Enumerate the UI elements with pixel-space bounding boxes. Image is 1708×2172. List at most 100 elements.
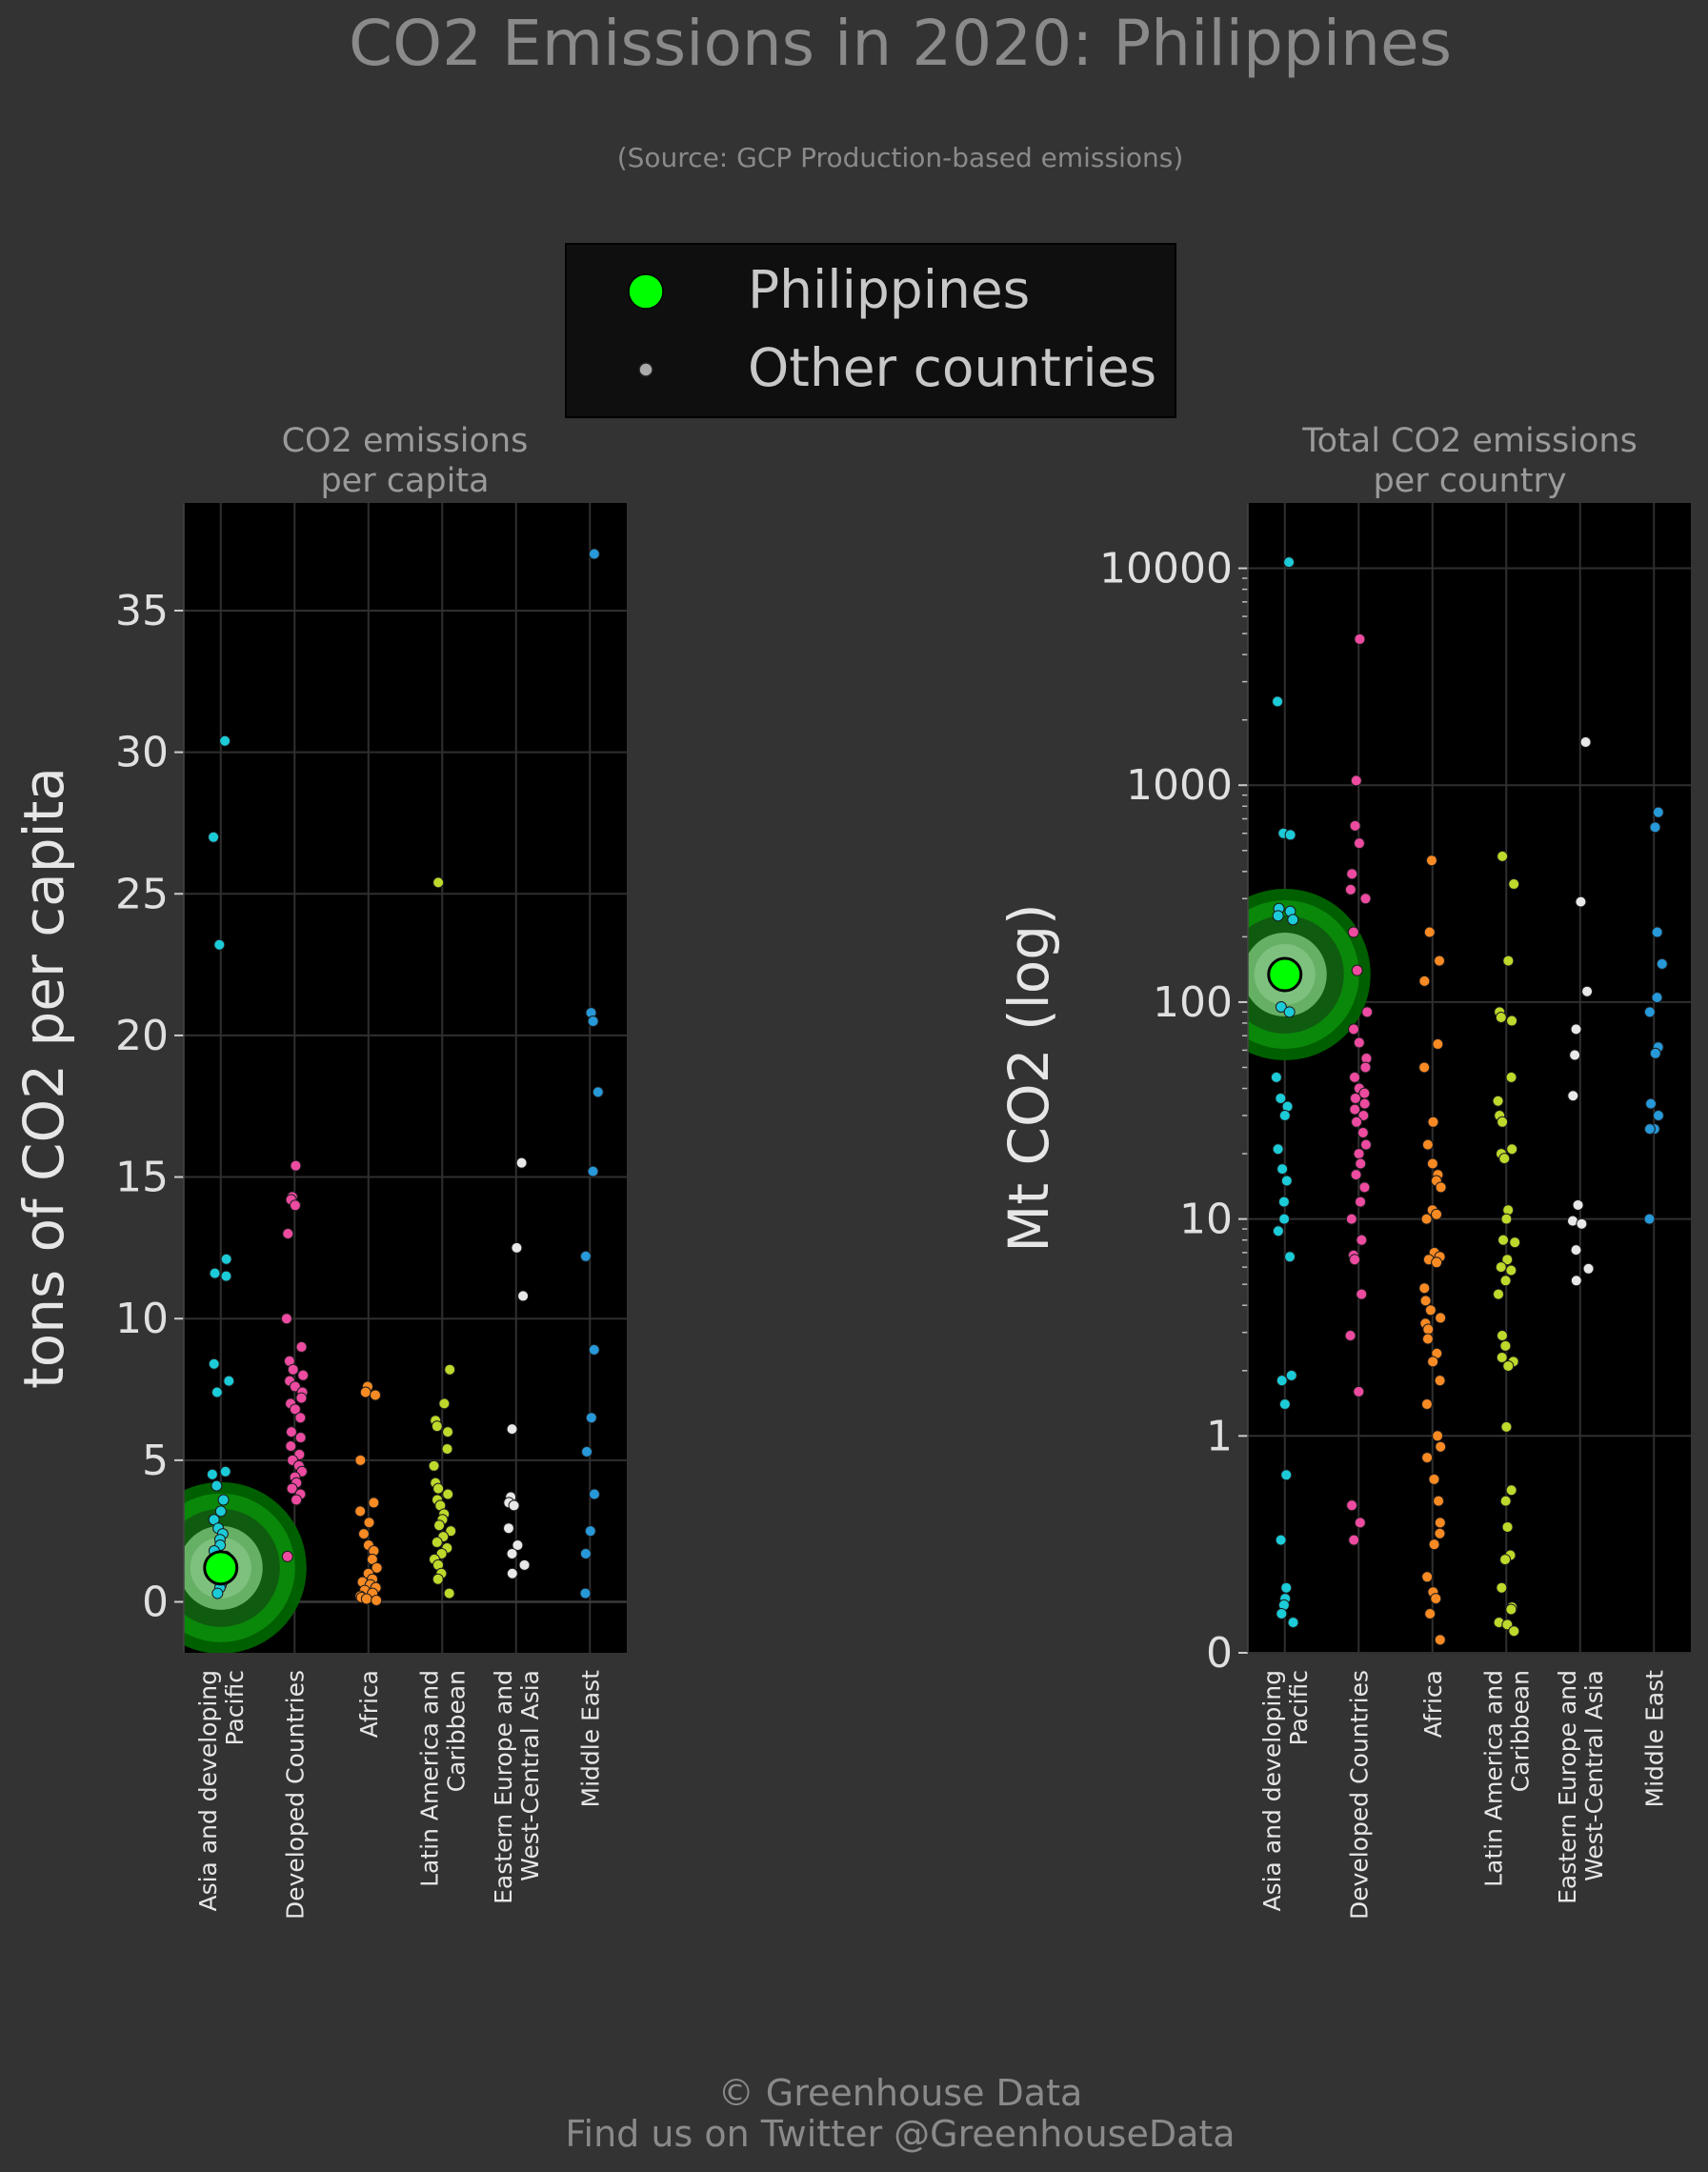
footer-twitter: Find us on Twitter @GreenhouseData: [565, 2113, 1235, 2155]
data-point: [1418, 975, 1431, 987]
data-point: [1432, 1430, 1444, 1442]
data-point: [588, 1343, 600, 1356]
data-point: [1426, 1157, 1438, 1170]
data-point: [1287, 914, 1299, 926]
data-point: [1418, 1061, 1431, 1074]
data-point: [1287, 1617, 1299, 1629]
data-point: [1499, 1554, 1512, 1566]
data-point: [584, 1525, 596, 1538]
data-point: [1358, 1097, 1371, 1110]
data-point: [208, 831, 220, 843]
data-point: [1569, 1049, 1581, 1061]
data-point: [1581, 985, 1594, 997]
data-point: [588, 548, 600, 560]
data-point: [1502, 955, 1515, 967]
data-point: [1434, 1527, 1446, 1539]
data-point: [1420, 1398, 1433, 1411]
data-point: [579, 1587, 592, 1599]
data-point: [208, 1358, 220, 1370]
y-tick-label: 1000: [1126, 761, 1233, 810]
data-point: [1497, 850, 1509, 862]
points-layer: [1248, 556, 1668, 1646]
philippines-point: [203, 1550, 239, 1586]
y-tick-label: 100: [1153, 978, 1233, 1027]
y-tick-label: 15: [115, 1154, 169, 1202]
data-point: [1278, 1109, 1291, 1121]
data-point: [1346, 868, 1358, 880]
data-point: [1434, 1517, 1446, 1529]
data-point: [1508, 1625, 1520, 1638]
data-point: [1505, 1071, 1517, 1083]
data-point: [518, 1559, 531, 1571]
data-point: [1358, 1181, 1371, 1194]
x-category-label: Asia and developing: [1258, 1670, 1286, 1912]
data-point: [1427, 1356, 1439, 1368]
data-point: [511, 1241, 523, 1254]
x-category-label: Africa: [1419, 1670, 1447, 1738]
data-point: [291, 1494, 303, 1506]
data-point: [1356, 1234, 1368, 1246]
data-point: [1349, 1103, 1361, 1116]
x-category-label: West-Central Asia: [516, 1670, 544, 1881]
data-point: [368, 1497, 380, 1509]
data-point: [220, 1270, 232, 1282]
data-point: [371, 1561, 383, 1574]
data-point: [1499, 1275, 1512, 1287]
data-point: [1350, 774, 1362, 787]
data-point: [1359, 1138, 1372, 1151]
data-point: [441, 1442, 453, 1455]
legend-box: [565, 243, 1176, 418]
data-point: [1496, 1581, 1508, 1594]
data-point: [1495, 1011, 1507, 1023]
x-category-label: Caribbean: [1506, 1670, 1534, 1792]
data-point: [1501, 1520, 1514, 1533]
data-point: [1344, 883, 1356, 895]
data-point: [1570, 1275, 1582, 1287]
data-point: [1276, 1608, 1288, 1620]
panel-title-line: per country: [1373, 462, 1566, 500]
data-point: [211, 1479, 223, 1492]
data-point: [1652, 1109, 1664, 1121]
data-point: [1643, 1213, 1656, 1225]
data-point: [211, 1587, 224, 1599]
x-category-label: Africa: [355, 1670, 383, 1738]
data-point: [281, 1550, 293, 1562]
data-point: [432, 876, 445, 889]
y-tick-label: 25: [115, 870, 169, 918]
data-point: [433, 1519, 446, 1532]
data-point: [1275, 1000, 1287, 1013]
data-point: [506, 1567, 518, 1579]
legend-philippines-marker: [628, 273, 664, 310]
data-point: [220, 1253, 232, 1265]
data-point: [1278, 1213, 1291, 1225]
data-point: [1582, 1262, 1595, 1275]
data-point: [286, 1482, 298, 1495]
data-point: [1355, 1157, 1367, 1170]
data-point: [1357, 1109, 1370, 1121]
data-point: [1280, 1469, 1293, 1481]
data-point: [1275, 1092, 1287, 1104]
data-point: [1643, 1123, 1656, 1136]
data-point: [214, 1505, 227, 1518]
data-point: [1272, 910, 1284, 922]
data-point: [359, 1386, 372, 1398]
data-point: [1506, 1015, 1518, 1027]
data-point: [1433, 1495, 1445, 1507]
data-point: [1499, 1339, 1512, 1352]
data-point: [1272, 1225, 1284, 1237]
plot-area: [184, 503, 627, 1653]
data-point: [1643, 1006, 1656, 1018]
data-point: [515, 1156, 528, 1169]
data-point: [438, 1398, 451, 1410]
data-point: [1353, 1148, 1365, 1160]
x-category-label: West-Central Asia: [1580, 1670, 1608, 1881]
data-point: [354, 1454, 367, 1466]
data-point: [1356, 1127, 1369, 1139]
data-point: [1579, 736, 1592, 749]
data-point: [285, 1439, 297, 1452]
x-category-label: Latin America and: [1479, 1670, 1507, 1887]
data-point: [445, 1525, 457, 1538]
legend-other-marker: [638, 362, 653, 377]
data-point: [1498, 1153, 1511, 1165]
data-point: [1506, 1143, 1518, 1156]
